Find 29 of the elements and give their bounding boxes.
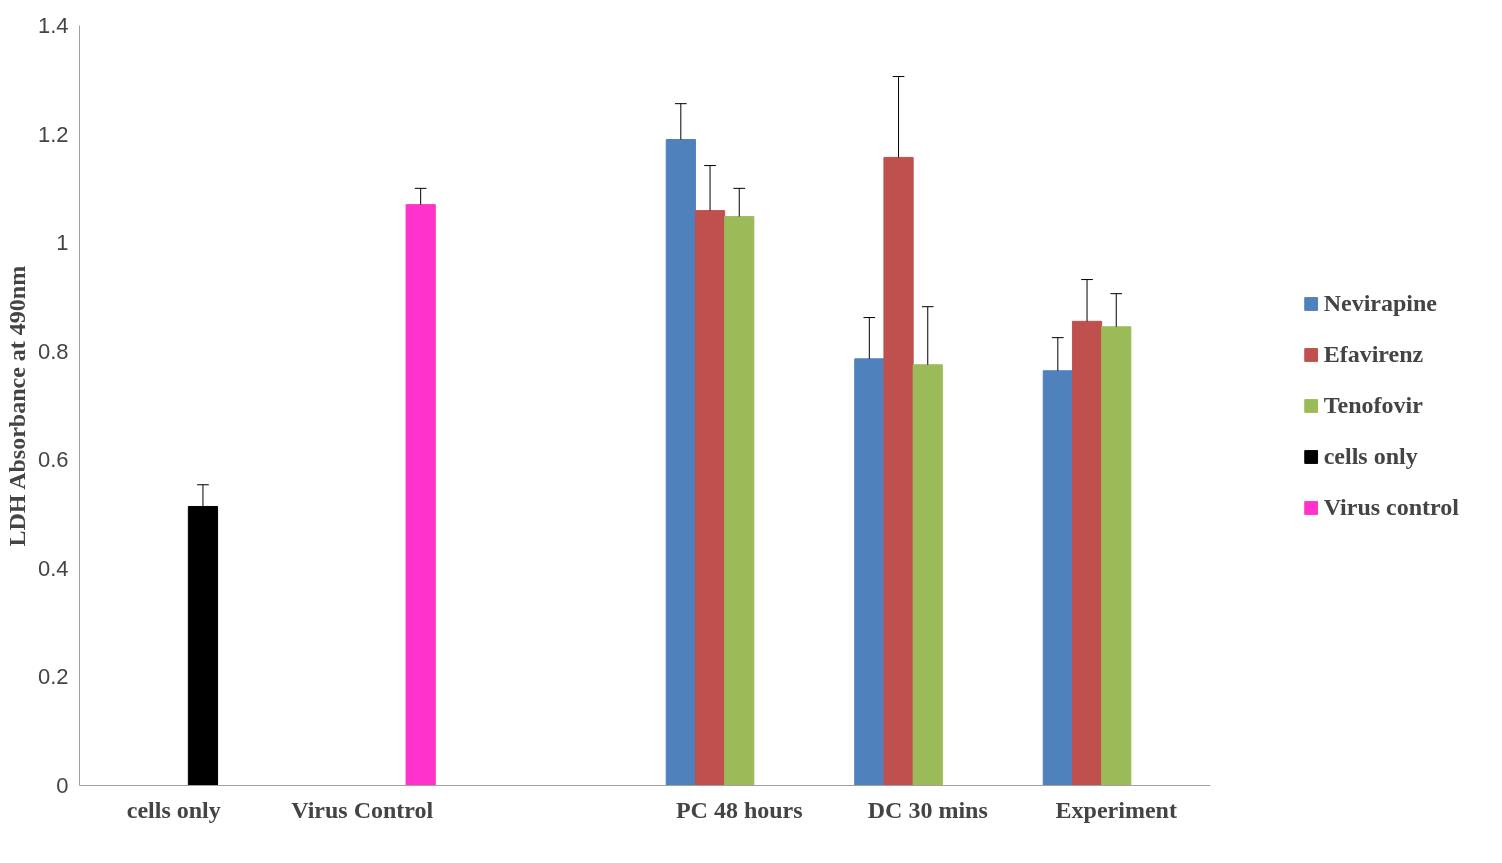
legend-label: Tenofovir xyxy=(1323,391,1423,419)
bar xyxy=(854,358,885,786)
x-tick-label: cells only xyxy=(126,796,221,823)
bar xyxy=(912,364,943,786)
x-tick-label: Virus Control xyxy=(291,796,434,823)
y-tick-label: 1.4 xyxy=(37,13,69,38)
x-tick-label: Experiment xyxy=(1055,796,1177,823)
y-tick-label: 0.2 xyxy=(37,664,69,690)
y-tick-label: 1 xyxy=(56,230,69,256)
y-tick-label: 0 xyxy=(56,773,69,798)
bar xyxy=(883,156,914,786)
bar xyxy=(405,204,436,786)
legend-label: cells only xyxy=(1323,442,1418,470)
y-tick-label: 1.2 xyxy=(37,121,69,147)
x-tick-label: PC 48 hours xyxy=(675,796,803,823)
bar xyxy=(1101,326,1132,786)
y-tick-label: 0.8 xyxy=(37,338,69,364)
bar xyxy=(1071,320,1103,786)
bar xyxy=(724,216,755,786)
legend-label: Nevirapine xyxy=(1323,289,1437,317)
bar xyxy=(665,139,696,786)
y-tick-label: 0.6 xyxy=(37,447,69,473)
x-tick-label: DC 30 mins xyxy=(867,796,988,823)
bar xyxy=(694,210,726,786)
legend-label: Efavirenz xyxy=(1323,340,1424,368)
legend-label: Virus control xyxy=(1323,493,1459,521)
y-tick-label: 0.4 xyxy=(37,555,69,581)
bar xyxy=(1042,370,1073,786)
y-axis-title: LDH Absorbance at 490nm xyxy=(3,265,30,547)
